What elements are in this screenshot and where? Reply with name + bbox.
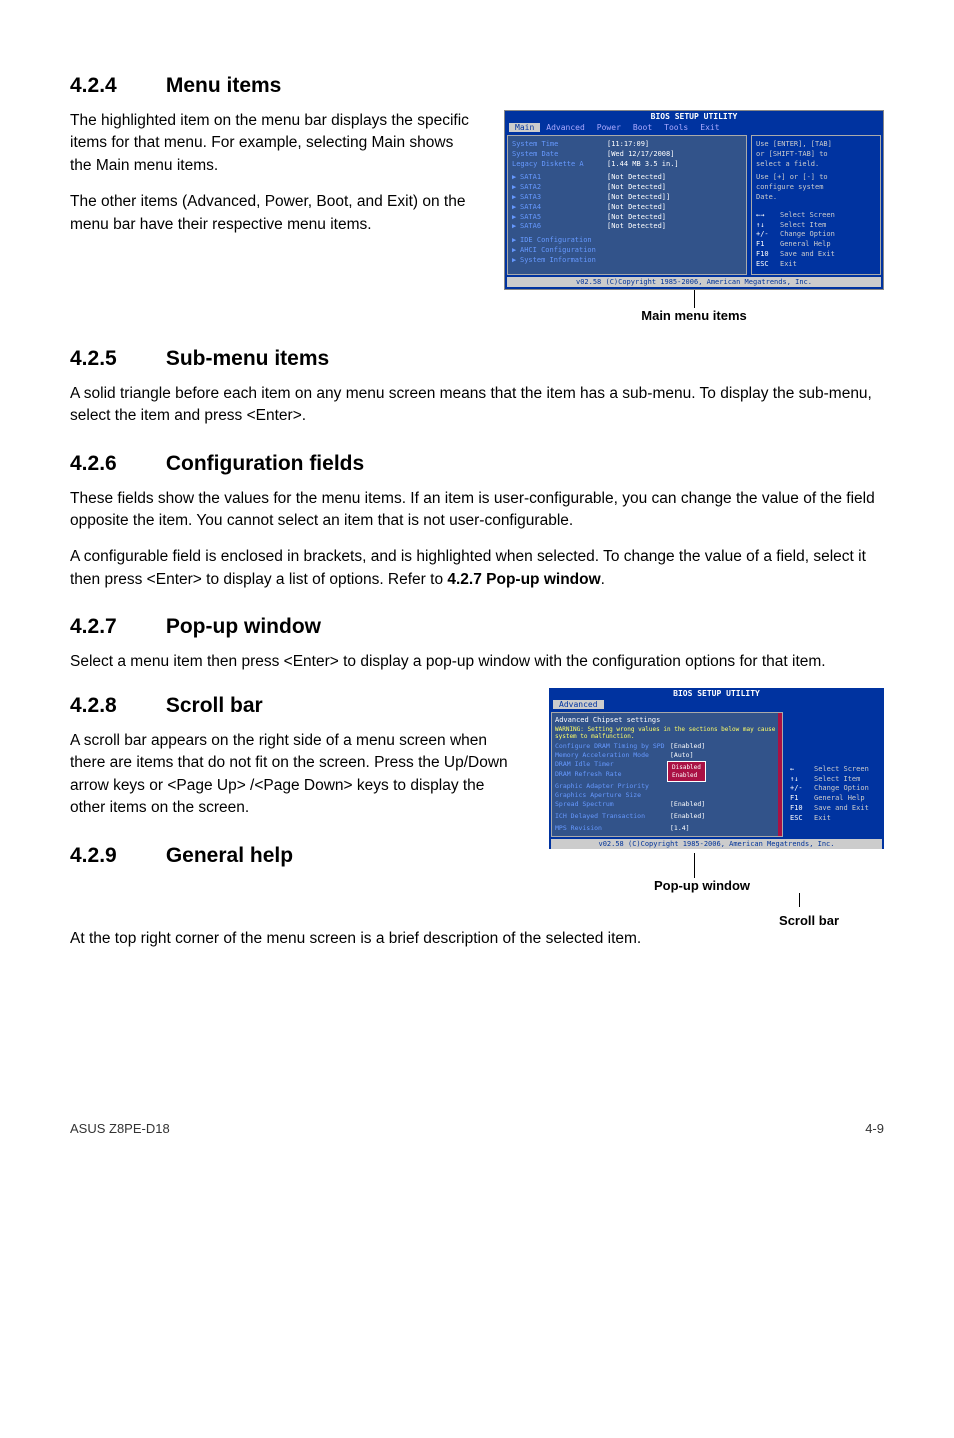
popup-caption-line: [694, 853, 695, 878]
section-title-424: Menu items: [166, 74, 282, 97]
popup-caption: Pop-up window: [549, 878, 884, 893]
bios1-menubar: Main Advanced Power Boot Tools Exit: [505, 122, 883, 133]
p426b-2: .: [601, 571, 605, 588]
bios2-container: BIOS SETUP UTILITY Advanced Advanced Chi…: [549, 688, 884, 928]
bios1-systime-label: System Time: [512, 140, 607, 150]
bios1-sata2-val: [Not Detected]: [607, 183, 666, 193]
bios2-warning: WARNING: Setting wrong values in the sec…: [555, 726, 779, 740]
bios1-legacy-val: [1.44 MB 3.5 in.]: [607, 160, 679, 170]
bios2-menubar: Advanced: [549, 699, 884, 710]
section-424-text: The highlighted item on the menu bar dis…: [70, 110, 474, 250]
section-heading-429: 4.2.9 General help: [70, 844, 519, 868]
section-title-426: Configuration fields: [166, 452, 364, 475]
bios1-sata1-label: SATA1: [520, 173, 607, 183]
bios2-tab-advanced: Advanced: [553, 700, 604, 709]
bios2-footer: v02.58 (C)Copyright 1985-2006, American …: [551, 839, 882, 849]
bios1-help-l5: configure system: [756, 183, 876, 193]
bios1-caption: Main menu items: [504, 308, 884, 323]
bios1-systime-val: [11:17:09]: [607, 140, 649, 150]
bios1-legacy-label: Legacy Diskette A: [512, 160, 607, 170]
section-heading-426: 4.2.6 Configuration fields: [70, 452, 884, 476]
bios1-help-l4: Use [+] or [-] to: [756, 173, 876, 183]
section-num-428: 4.2.8: [70, 694, 160, 718]
section-428-layout: 4.2.8 Scroll bar A scroll bar appears on…: [70, 688, 884, 928]
bios1-help-l2: or [SHIFT-TAB] to: [756, 150, 876, 160]
p426b-ref: 4.2.7 Pop-up window: [447, 571, 600, 588]
bios1-tab-advanced: Advanced: [540, 123, 591, 132]
page-footer: ASUS Z8PE-D18 4-9: [70, 1121, 884, 1136]
bios1-title: BIOS SETUP UTILITY: [505, 111, 883, 122]
bios2-title: BIOS SETUP UTILITY: [549, 688, 884, 699]
p427: Select a menu item then press <Enter> to…: [70, 651, 884, 673]
bios1-main: System Time[11:17:09] System Date[Wed 12…: [507, 135, 747, 275]
bios1-tab-power: Power: [591, 123, 627, 132]
p425: A solid triangle before each item on any…: [70, 383, 884, 428]
bios1-side: Use [ENTER], [TAB] or [SHIFT-TAB] to sel…: [751, 135, 881, 275]
p426b: A configurable field is enclosed in brac…: [70, 546, 884, 591]
bios1-sata3-val: [Not Detected]]: [607, 193, 670, 203]
bios1-container: BIOS SETUP UTILITY Main Advanced Power B…: [504, 110, 884, 323]
footer-right: 4-9: [865, 1121, 884, 1136]
scrollbar-caption: Scroll bar: [549, 913, 884, 928]
p429: At the top right corner of the menu scre…: [70, 928, 884, 950]
section-num-425: 4.2.5: [70, 347, 160, 371]
bios1-sysdate-val: [Wed 12/17/2008]: [607, 150, 674, 160]
bios2-popup: Disabled Enabled: [667, 761, 706, 783]
section-428-text: 4.2.8 Scroll bar A scroll bar appears on…: [70, 688, 519, 880]
footer-left: ASUS Z8PE-D18: [70, 1121, 170, 1136]
p426a: These fields show the values for the men…: [70, 488, 884, 533]
section-num-424: 4.2.4: [70, 74, 160, 98]
section-heading-427: 4.2.7 Pop-up window: [70, 615, 884, 639]
bios1-sata2-label: SATA2: [520, 183, 607, 193]
bios1-window: BIOS SETUP UTILITY Main Advanced Power B…: [504, 110, 884, 290]
scrollbar-caption-line: [799, 893, 800, 907]
bios1-content: System Time[11:17:09] System Date[Wed 12…: [505, 133, 883, 277]
bios1-sata5-val: [Not Detected]: [607, 213, 666, 223]
bios2-side: ←Select Screen ↑↓Select Item +/-Change O…: [787, 712, 882, 837]
bios1-tab-tools: Tools: [658, 123, 694, 132]
bios2-heading: Advanced Chipset settings: [555, 716, 779, 724]
bios1-sata1-val: [Not Detected]: [607, 173, 666, 183]
bios1-sata5-label: SATA5: [520, 213, 607, 223]
bios1-footer: v02.58 (C)Copyright 1985-2006, American …: [507, 277, 881, 287]
bios1-ide-label: IDE Configuration: [520, 236, 615, 246]
section-title-429: General help: [166, 844, 293, 867]
bios1-caption-line: [694, 290, 695, 308]
bios1-sata4-label: SATA4: [520, 203, 607, 213]
section-424-layout: The highlighted item on the menu bar dis…: [70, 110, 884, 323]
p424b: The other items (Advanced, Power, Boot, …: [70, 191, 474, 236]
bios1-help-l3: select a field.: [756, 160, 876, 170]
section-title-427: Pop-up window: [166, 615, 321, 638]
bios2-scrollbar: [778, 713, 782, 836]
section-heading-424: 4.2.4 Menu items: [70, 74, 884, 98]
bios1-sata4-val: [Not Detected]: [607, 203, 666, 213]
bios1-sysinfo-label: System Information: [520, 256, 615, 266]
bios1-help-l1: Use [ENTER], [TAB]: [756, 140, 876, 150]
bios1-help-l6: Date.: [756, 193, 876, 203]
bios1-ahci-label: AHCI Configuration: [520, 246, 615, 256]
section-heading-428: 4.2.8 Scroll bar: [70, 694, 519, 718]
p424a: The highlighted item on the menu bar dis…: [70, 110, 474, 177]
caption-popup-wrapper: Pop-up window: [549, 853, 884, 893]
bios2-window: BIOS SETUP UTILITY Advanced Advanced Chi…: [549, 688, 884, 849]
section-num-426: 4.2.6: [70, 452, 160, 476]
bios1-sysdate-label: System Date: [512, 150, 607, 160]
bios1-sata3-label: SATA3: [520, 193, 607, 203]
bios1-sata6-label: SATA6: [520, 222, 607, 232]
section-title-428: Scroll bar: [166, 694, 263, 717]
bios1-tab-boot: Boot: [627, 123, 658, 132]
bios2-main: Advanced Chipset settings WARNING: Setti…: [551, 712, 783, 837]
bios1-tab-exit: Exit: [694, 123, 725, 132]
p428: A scroll bar appears on the right side o…: [70, 730, 519, 820]
section-title-425: Sub-menu items: [166, 347, 329, 370]
section-heading-425: 4.2.5 Sub-menu items: [70, 347, 884, 371]
bios1-tab-main: Main: [509, 123, 540, 132]
section-num-429: 4.2.9: [70, 844, 160, 868]
bios1-sata6-val: [Not Detected]: [607, 222, 666, 232]
bios2-content: Advanced Chipset settings WARNING: Setti…: [549, 710, 884, 839]
section-num-427: 4.2.7: [70, 615, 160, 639]
